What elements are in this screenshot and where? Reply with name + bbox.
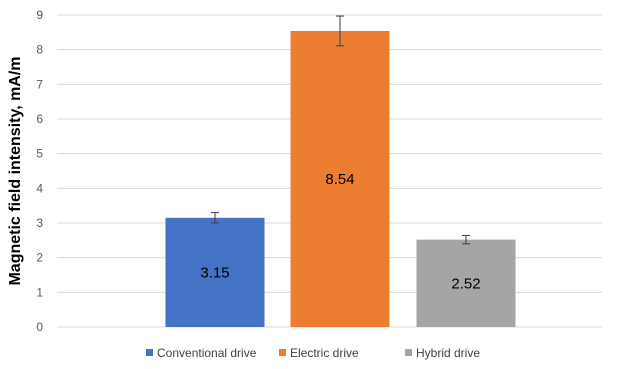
legend-label: Hybrid drive — [416, 346, 480, 360]
y-tick-label: 8 — [36, 43, 43, 57]
bar — [290, 30, 390, 328]
bar — [416, 239, 516, 327]
y-tick-label: 5 — [36, 147, 43, 161]
y-tick-label: 0 — [36, 320, 43, 334]
legend-swatch — [146, 349, 153, 356]
y-tick-label: 7 — [36, 77, 43, 91]
y-tick-label: 6 — [36, 112, 43, 126]
y-axis-ticks: 0 1 2 3 4 5 6 7 8 9 — [36, 8, 43, 334]
y-tick-label: 9 — [36, 8, 43, 22]
y-tick-label: 2 — [36, 251, 43, 265]
y-axis-label: Magnetic field intensity, mA/m — [7, 56, 24, 285]
legend: Conventional drive Electric drive Hybrid d… — [146, 346, 480, 360]
data-label: 2.52 — [451, 275, 480, 292]
bars: 3.15 8.54 2.52 — [165, 15, 516, 328]
legend-item: Hybrid drive — [405, 346, 480, 360]
y-tick-label: 1 — [36, 285, 43, 299]
legend-swatch — [405, 349, 412, 356]
legend-item: Conventional drive — [146, 346, 257, 360]
y-tick-label: 3 — [36, 216, 43, 230]
legend-label: Electric drive — [290, 346, 359, 360]
bar — [165, 217, 265, 327]
legend-swatch — [279, 349, 286, 356]
data-label: 3.15 — [200, 264, 229, 281]
legend-item: Electric drive — [279, 346, 359, 360]
y-tick-label: 4 — [36, 181, 43, 195]
data-label: 8.54 — [325, 171, 354, 188]
legend-label: Conventional drive — [157, 346, 257, 360]
